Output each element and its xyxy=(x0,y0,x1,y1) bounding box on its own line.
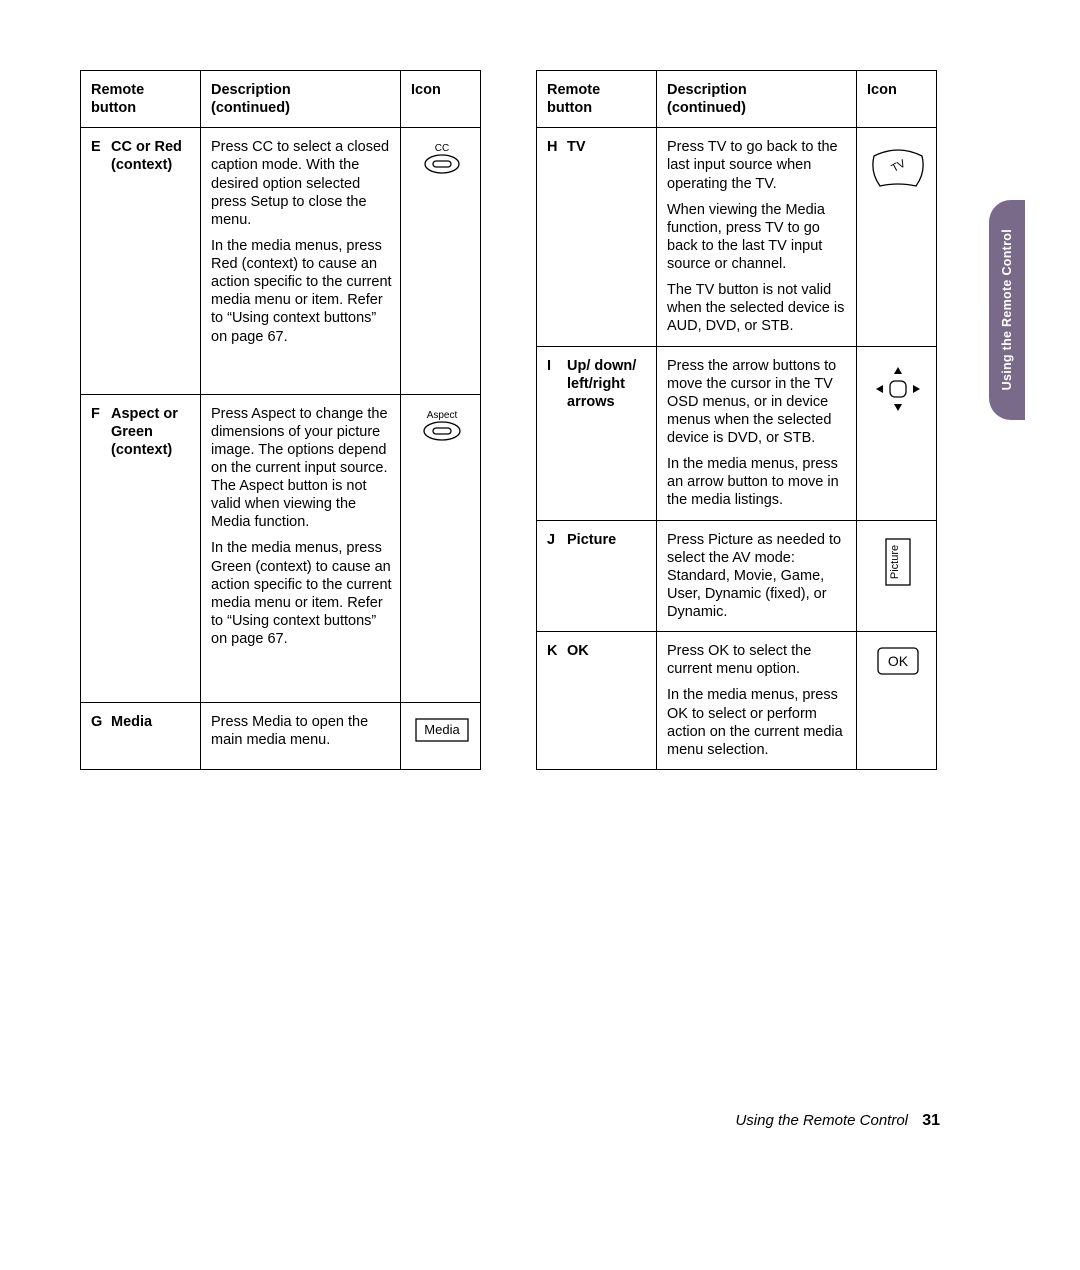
remote-button-cell: G Media xyxy=(81,703,201,770)
remote-button-cell: H TV xyxy=(537,128,657,346)
row-letter: E xyxy=(91,138,111,174)
header-remote-button: Remotebutton xyxy=(537,71,657,128)
row-name: Picture xyxy=(567,531,616,549)
svg-text:TV: TV xyxy=(889,158,908,176)
page-content: Remotebutton Description(continued) Icon… xyxy=(0,0,1080,810)
table-row: K OK Press OK to select the current menu… xyxy=(537,632,937,770)
row-letter: J xyxy=(547,531,567,549)
row-name: Media xyxy=(111,713,152,731)
right-table-body: H TV Press TV to go back to the last inp… xyxy=(537,128,937,770)
description-paragraph: Press TV to go back to the last input so… xyxy=(667,138,848,192)
row-letter: K xyxy=(547,642,567,660)
remote-button-cell: I Up/ down/ left/right arrows xyxy=(537,346,657,520)
row-letter: G xyxy=(91,713,111,731)
tv-icon: TV xyxy=(867,142,928,190)
description-cell: Press Picture as needed to select the AV… xyxy=(657,520,857,632)
right-table: Remotebutton Description(continued) Icon… xyxy=(536,70,937,770)
icon-cell xyxy=(857,346,937,520)
table-row: H TV Press TV to go back to the last inp… xyxy=(537,128,937,346)
description-cell: Press the arrow buttons to move the curs… xyxy=(657,346,857,520)
table-header-row: Remotebutton Description(continued) Icon xyxy=(81,71,481,128)
media-icon: Media xyxy=(411,717,472,743)
icon-cell: Picture xyxy=(857,520,937,632)
description-cell: Press CC to select a closed caption mode… xyxy=(201,128,401,394)
description-cell: Press TV to go back to the last input so… xyxy=(657,128,857,346)
page-footer: Using the Remote Control 31 xyxy=(735,1112,940,1130)
icon-cell: TV xyxy=(857,128,937,346)
table-row: E CC or Red (context) Press CC to select… xyxy=(81,128,481,394)
row-letter: H xyxy=(547,138,567,156)
table-row: I Up/ down/ left/right arrows Press the … xyxy=(537,346,937,520)
side-tab: Using the Remote Control xyxy=(989,200,1025,420)
cc-icon: CC xyxy=(411,142,472,176)
icon-cell: OK xyxy=(857,632,937,770)
row-name: TV xyxy=(567,138,586,156)
row-name: Aspect or Green (context) xyxy=(111,405,192,459)
header-icon: Icon xyxy=(857,71,937,128)
footer-section: Using the Remote Control xyxy=(735,1112,908,1129)
row-name: OK xyxy=(567,642,589,660)
arrows-icon xyxy=(867,361,928,417)
remote-button-cell: F Aspect or Green (context) xyxy=(81,394,201,703)
description-paragraph: In the media menus, press OK to select o… xyxy=(667,686,848,759)
description-paragraph: Press Media to open the main media menu. xyxy=(211,713,392,749)
row-letter: F xyxy=(91,405,111,459)
description-paragraph: Press OK to select the current menu opti… xyxy=(667,642,848,678)
remote-button-cell: K OK xyxy=(537,632,657,770)
left-table: Remotebutton Description(continued) Icon… xyxy=(80,70,481,770)
svg-text:OK: OK xyxy=(887,653,908,669)
svg-text:Picture: Picture xyxy=(889,544,901,578)
description-paragraph: When viewing the Media function, press T… xyxy=(667,201,848,274)
svg-text:Media: Media xyxy=(424,722,460,737)
description-cell: Press Aspect to change the dimensions of… xyxy=(201,394,401,703)
left-table-body: E CC or Red (context) Press CC to select… xyxy=(81,128,481,770)
description-paragraph: The TV button is not valid when the sele… xyxy=(667,281,848,335)
ok-icon: OK xyxy=(867,646,928,676)
svg-text:Aspect: Aspect xyxy=(426,410,457,421)
row-letter: I xyxy=(547,357,567,411)
description-paragraph: In the media menus, press Red (context) … xyxy=(211,237,392,346)
icon-cell: Aspect xyxy=(401,394,481,703)
icon-cell: CC xyxy=(401,128,481,394)
aspect-icon: Aspect xyxy=(411,409,472,443)
description-paragraph: Press the arrow buttons to move the curs… xyxy=(667,357,848,448)
description-cell: Press OK to select the current menu opti… xyxy=(657,632,857,770)
row-name: CC or Red (context) xyxy=(111,138,192,174)
header-remote-button: Remotebutton xyxy=(81,71,201,128)
description-paragraph: Press CC to select a closed caption mode… xyxy=(211,138,392,229)
icon-cell: Media xyxy=(401,703,481,770)
side-tab-label: Using the Remote Control xyxy=(1000,229,1014,390)
table-row: G Media Press Media to open the main med… xyxy=(81,703,481,770)
description-cell: Press Media to open the main media menu. xyxy=(201,703,401,770)
footer-page-number: 31 xyxy=(922,1112,940,1129)
picture-icon: Picture xyxy=(867,535,928,589)
table-header-row: Remotebutton Description(continued) Icon xyxy=(537,71,937,128)
header-description: Description(continued) xyxy=(201,71,401,128)
svg-text:CC: CC xyxy=(434,143,448,154)
description-paragraph: Press Aspect to change the dimensions of… xyxy=(211,405,392,532)
description-paragraph: In the media menus, press an arrow butto… xyxy=(667,455,848,509)
header-description: Description(continued) xyxy=(657,71,857,128)
remote-button-cell: E CC or Red (context) xyxy=(81,128,201,394)
description-paragraph: In the media menus, press Green (context… xyxy=(211,539,392,648)
table-row: J Picture Press Picture as needed to sel… xyxy=(537,520,937,632)
table-row: F Aspect or Green (context) Press Aspect… xyxy=(81,394,481,703)
description-paragraph: Press Picture as needed to select the AV… xyxy=(667,531,848,622)
header-icon: Icon xyxy=(401,71,481,128)
row-name: Up/ down/ left/right arrows xyxy=(567,357,648,411)
remote-button-cell: J Picture xyxy=(537,520,657,632)
